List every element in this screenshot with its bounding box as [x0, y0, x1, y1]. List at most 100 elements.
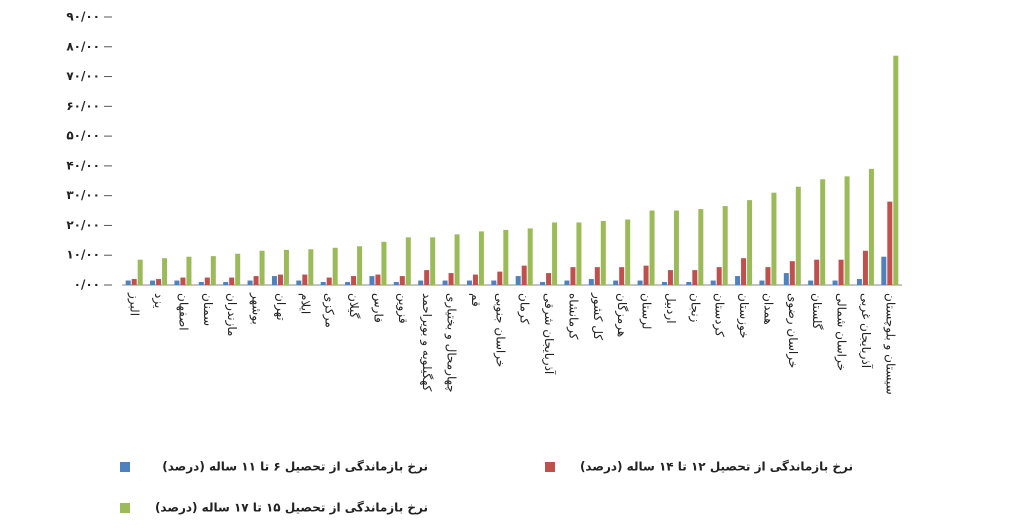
bar: [186, 256, 192, 285]
bar: [491, 280, 497, 285]
bar: [369, 276, 375, 285]
bar: [405, 237, 411, 285]
x-tick-label: چهارمحال و بختیاری: [444, 293, 459, 393]
bar: [478, 231, 484, 285]
bar: [156, 279, 162, 285]
bar: [430, 237, 436, 285]
bar: [302, 274, 308, 285]
bar: [619, 267, 625, 285]
bar: [515, 276, 521, 285]
bar: [131, 279, 137, 285]
bar: [540, 282, 546, 285]
bar: [527, 228, 533, 285]
bar: [795, 186, 801, 285]
bar: [808, 280, 814, 285]
x-tick-label: هرمزگان: [614, 293, 629, 337]
y-tick-label: ۵۰/۰۰: [66, 129, 100, 143]
x-tick-label: آذربایجان غربی: [858, 293, 874, 369]
bar: [564, 280, 570, 285]
bar: [210, 256, 216, 285]
bar: [150, 280, 156, 285]
x-tick-label: سمنان: [201, 293, 215, 326]
x-tick-label: اردبیل: [663, 293, 678, 324]
bar: [698, 209, 704, 285]
bar: [424, 270, 430, 285]
x-tick-label: خوزستان: [736, 293, 751, 339]
x-tick-label: مازندران: [224, 293, 239, 336]
bar: [759, 280, 765, 285]
y-tick-label: ۰/۰۰: [74, 278, 100, 292]
bar: [862, 250, 868, 285]
bar: [326, 277, 332, 285]
x-tick-label: سیستان و بلوچستان: [882, 293, 897, 395]
bar: [722, 206, 728, 285]
x-tick-label: مرکزی: [322, 293, 337, 328]
bar: [570, 267, 576, 285]
bar: [856, 279, 862, 285]
bar: [667, 270, 673, 285]
x-tick-label: آذربایجان شرقی: [541, 293, 557, 375]
x-tick-label: قزوین: [395, 293, 410, 324]
legend-swatch: [120, 462, 130, 472]
bar: [247, 280, 253, 285]
bar: [174, 280, 180, 285]
bar: [844, 176, 850, 285]
bar: [296, 280, 302, 285]
bar: [588, 279, 594, 285]
bar: [716, 267, 722, 285]
x-tick-label: کردستان: [712, 293, 727, 337]
bar: [351, 276, 357, 285]
bar: [594, 267, 600, 285]
bar: [661, 282, 667, 285]
bar: [820, 179, 826, 285]
bar: [320, 282, 326, 285]
bar: [137, 259, 143, 285]
x-tick-label: لرستان: [639, 293, 654, 329]
bar: [259, 250, 265, 285]
bar: [271, 276, 277, 285]
bar: [253, 276, 259, 285]
bar: [637, 280, 643, 285]
x-tick-label: فارس: [370, 293, 385, 323]
bar: [546, 273, 552, 285]
x-tick-label: خراسان جنوبی: [492, 293, 507, 367]
bar: [332, 247, 338, 285]
bar: [466, 280, 472, 285]
bar: [887, 201, 893, 285]
bar: [747, 200, 753, 285]
y-tick-label: ۴۰/۰۰: [66, 158, 100, 172]
bar: [832, 280, 838, 285]
bar: [649, 210, 655, 285]
x-tick-label: بوشهر: [249, 292, 264, 325]
x-tick-label: زنجان: [687, 293, 702, 323]
bar: [125, 280, 131, 285]
bar: [375, 274, 381, 285]
x-tick-label: ایلام: [298, 293, 312, 314]
bar: [613, 280, 619, 285]
bar: [625, 219, 631, 285]
y-tick-label: ۶۰/۰۰: [66, 99, 100, 113]
legend-label: نرخ بازماندگی از تحصیل ۱۵ تا ۱۷ ساله (در…: [155, 501, 428, 515]
legend-label: نرخ بازماندگی از تحصیل ۱۲ تا ۱۴ ساله (در…: [580, 460, 853, 474]
bar: [771, 192, 777, 285]
x-tick-label: کهگیلویه و بویراحمد: [419, 293, 434, 392]
bar: [503, 229, 509, 285]
y-tick-label: ۸۰/۰۰: [66, 39, 100, 53]
x-tick-label: خراسان رضوی: [785, 293, 800, 368]
y-tick-label: ۹۰/۰۰: [66, 10, 100, 24]
bar: [345, 282, 351, 285]
bar: [198, 282, 204, 285]
bar: [308, 249, 314, 285]
x-tick-label: خراسان شمالی: [834, 293, 849, 371]
bar: [223, 282, 229, 285]
bar: [162, 258, 168, 285]
bar: [838, 259, 844, 285]
bar: [283, 249, 289, 285]
bar: [277, 274, 283, 285]
bar: [881, 256, 887, 285]
bar: [643, 265, 649, 285]
bar: [814, 259, 820, 285]
bar: [692, 270, 698, 285]
bar: [204, 277, 210, 285]
